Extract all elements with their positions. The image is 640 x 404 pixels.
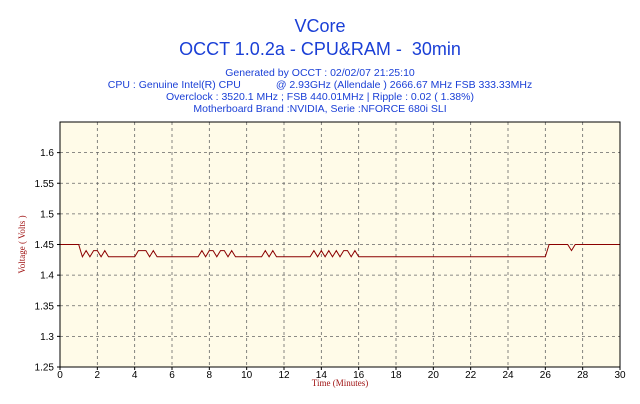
x-axis-label: Time (Minutes)	[312, 378, 368, 388]
chart-title: VCore	[294, 16, 346, 36]
x-tick-label: 4	[132, 370, 138, 381]
x-tick-label: 12	[278, 370, 290, 381]
y-axis-label: Voltage ( Volts )	[17, 215, 27, 273]
x-tick-label: 22	[465, 370, 477, 381]
vcore-series-line	[60, 244, 620, 259]
chart-subtitle: OCCT 1.0.2a - CPU&RAM - 30min	[179, 39, 461, 59]
generated-line: Generated by OCCT : 02/02/07 21:25:10	[225, 67, 415, 79]
x-tick-label: 20	[428, 370, 440, 381]
plot-area	[60, 122, 620, 367]
x-tick-label: 14	[316, 370, 328, 381]
x-tick-label: 2	[95, 370, 101, 381]
y-tick-label: 1.35	[35, 301, 55, 312]
y-tick-label: 1.5	[40, 209, 54, 220]
x-tick-label: 26	[540, 370, 552, 381]
x-tick-label: 28	[577, 370, 589, 381]
x-tick-label: 24	[502, 370, 514, 381]
x-tick-label: 30	[614, 370, 626, 381]
plot-frame	[59, 121, 621, 368]
y-tick-label: 1.25	[35, 363, 55, 374]
y-tick-label: 1.45	[35, 240, 55, 251]
x-tick-label: 10	[241, 370, 253, 381]
x-tick-label: 18	[390, 370, 402, 381]
y-tick-label: 1.6	[40, 148, 54, 159]
axis-ticks: 0 2 4 6 8 10 12 14 16 18 20 22 24 26 28 301.251.31.351.…	[35, 148, 626, 381]
x-tick-label: 0	[57, 370, 63, 381]
motherboard-line: Motherboard Brand :NVIDIA, Serie :NFORCE…	[193, 103, 447, 115]
overclock-line: Overclock : 3520.1 MHz ; FSB 440.01MHz |…	[166, 91, 474, 103]
y-tick-label: 1.55	[35, 179, 55, 190]
x-tick-label: 8	[207, 370, 213, 381]
cpu-line: CPU : Genuine Intel(R) CPU @ 2.93GHz (Al…	[107, 79, 533, 91]
y-tick-label: 1.4	[40, 271, 54, 282]
y-tick-label: 1.3	[40, 332, 54, 343]
x-tick-label: 6	[169, 370, 175, 381]
x-tick-label: 16	[353, 370, 365, 381]
